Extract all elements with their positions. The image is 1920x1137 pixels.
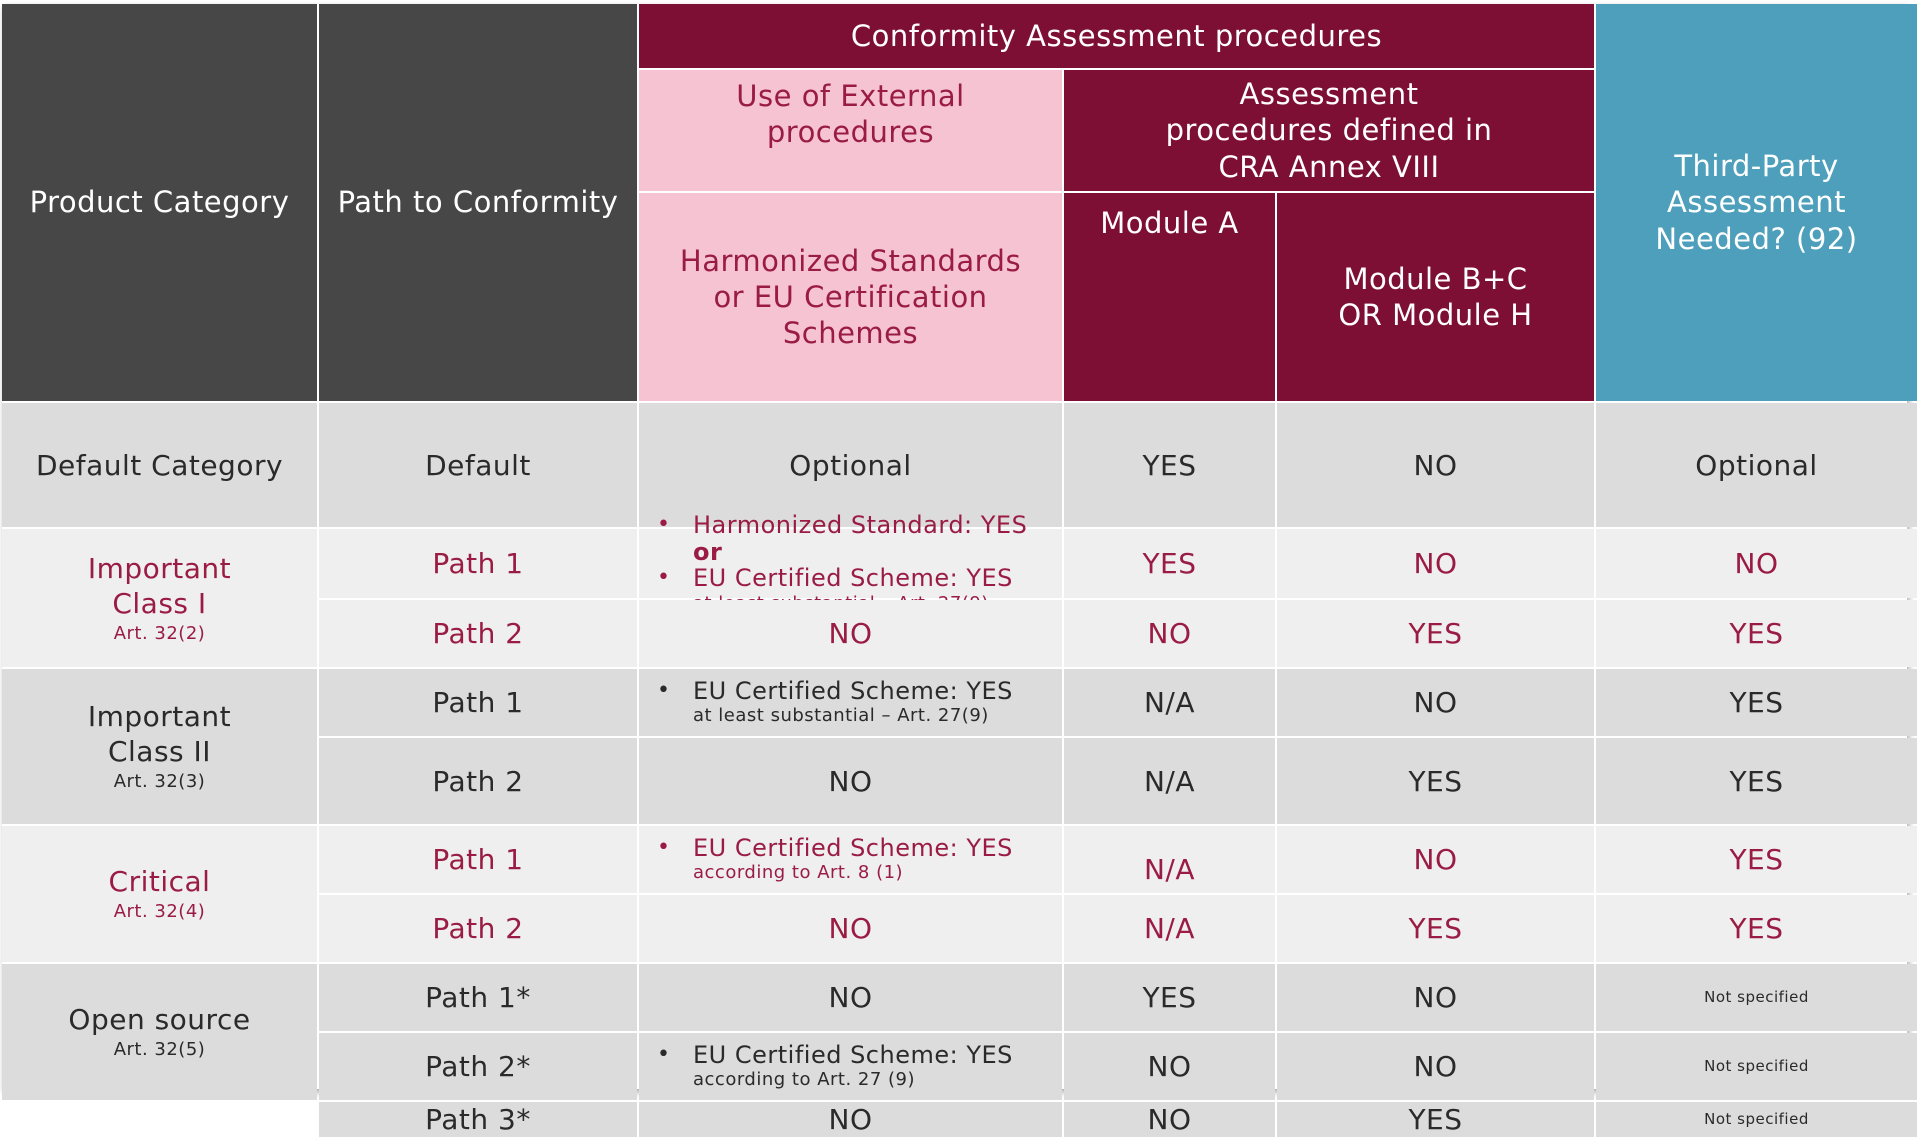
default-path: Default [319,403,637,527]
class1-p1-external: • Harmonized Standard: YES or • EU Certi… [639,512,1062,614]
class2-category-label: Important Class II [87,700,232,769]
opensource-article: Art. 32(5) [113,1039,206,1061]
class2-p1-module-bc: NO [1277,669,1594,736]
list-item: • EU Certified Scheme: YES at least subs… [657,676,1013,727]
header-third-party: Third-Party Assessment Needed? (92) [1596,4,1917,401]
class1-p1-bullet1: Harmonized Standard: YES [693,511,1028,540]
class2-p1-bullet1-sub: at least substantial – Art. 27(9) [693,705,989,727]
class2-p1-third-party: YES [1596,669,1917,736]
class1-p2-path: Path 2 [319,600,637,667]
critical-category-label: Critical [108,865,211,899]
opensource-p2-bullet1-wrap: EU Certified Scheme: YES according to Ar… [693,1040,1013,1091]
class2-p2-external: NO [639,738,1062,824]
default-module-bc: NO [1277,403,1594,527]
critical-p1-bullet1-wrap: EU Certified Scheme: YES according to Ar… [693,833,1013,884]
class2-p1-bullet1: EU Certified Scheme: YES [693,676,1013,705]
opensource-p1-module-bc: NO [1277,964,1594,1031]
class2-p2-module-bc: YES [1277,738,1594,824]
bullet-icon: • [657,677,671,703]
class1-article: Art. 32(2) [113,622,206,644]
opensource-p3-external: NO [639,1102,1062,1137]
opensource-p2-external: • EU Certified Scheme: YES according to … [639,1033,1062,1100]
class2-p2-module-a: N/A [1064,738,1275,824]
bullet-icon: • [657,834,671,860]
opensource-p3-module-bc: YES [1277,1102,1594,1137]
opensource-p3-module-a: NO [1064,1102,1275,1137]
critical-category: Critical Art. 32(4) [2,826,317,962]
list-item: • EU Certified Scheme: YES according to … [657,1040,1013,1091]
critical-p2-path: Path 2 [319,895,637,962]
class1-category: Important Class I Art. 32(2) [2,529,317,667]
default-category: Default Category [2,403,317,527]
opensource-p2-module-bc: NO [1277,1033,1594,1100]
class1-category-label: Important Class I [87,551,232,620]
class1-p1-or: or [693,538,723,567]
opensource-p2-module-a: NO [1064,1033,1275,1100]
class2-p1-bullet1-wrap: EU Certified Scheme: YES at least substa… [693,676,1013,727]
class1-p1-third-party: NO [1596,529,1917,598]
bullet-icon: • [657,512,671,538]
critical-p1-module-a: N/A [1064,826,1275,893]
class2-p2-third-party: YES [1596,738,1917,824]
critical-p1-module-bc: NO [1277,826,1594,893]
default-third-party: Optional [1596,403,1917,527]
default-external: Optional [639,403,1062,527]
critical-p1-path: Path 1 [319,826,637,893]
opensource-p2-bullet1: EU Certified Scheme: YES [693,1040,1013,1069]
critical-p1-bullet1-sub: according to Art. 8 (1) [693,862,904,884]
opensource-category-label: Open source [68,1003,251,1037]
header-module-bc: Module B+C OR Module H [1277,193,1594,401]
list-item: • Harmonized Standard: YES [657,512,1027,540]
class1-p1-path: Path 1 [319,529,637,598]
class1-p2-module-a: NO [1064,600,1275,667]
class2-p2-path: Path 2 [319,738,637,824]
critical-p1-bullet1: EU Certified Scheme: YES [693,833,1013,862]
bullet-icon: • [657,565,671,591]
conformity-table: Product Category Path to Conformity Conf… [2,4,1917,1137]
class1-p2-third-party: YES [1596,600,1917,667]
header-conformity-assessment: Conformity Assessment procedures [639,4,1594,68]
opensource-p2-path: Path 2* [319,1033,637,1100]
class2-category: Important Class II Art. 32(3) [2,669,317,824]
opensource-p1-third-party: Not specified [1596,964,1917,1031]
class1-p1-bullet2: EU Certified Scheme: YES [693,564,1013,593]
default-module-a: YES [1064,403,1275,527]
critical-article: Art. 32(4) [113,901,206,923]
critical-p2-external: NO [639,895,1062,962]
header-assessment-defined: Assessment procedures defined in CRA Ann… [1064,70,1594,191]
header-module-a: Module A [1064,193,1275,401]
critical-p2-module-a: N/A [1064,895,1275,962]
class2-p1-module-a: N/A [1064,669,1275,736]
list-item: • EU Certified Scheme: YES according to … [657,833,1013,884]
class1-p2-module-bc: YES [1277,600,1594,667]
opensource-p1-module-a: YES [1064,964,1275,1031]
critical-p1-third-party: YES [1596,826,1917,893]
opensource-p1-path: Path 1* [319,964,637,1031]
class1-p1-module-a: YES [1064,529,1275,598]
header-path-to-conformity: Path to Conformity [319,4,637,401]
bullet-icon: • [657,1041,671,1067]
header-use-external: Use of External procedures [639,70,1062,191]
opensource-p1-external: NO [639,964,1062,1031]
header-harmonized: Harmonized Standards or EU Certification… [639,193,1062,401]
class1-p2-external: NO [639,600,1062,667]
class2-article: Art. 32(3) [113,771,206,793]
opensource-p2-bullet1-sub: according to Art. 27 (9) [693,1069,916,1091]
class2-p1-external: • EU Certified Scheme: YES at least subs… [639,669,1062,736]
critical-p2-third-party: YES [1596,895,1917,962]
class2-p1-path: Path 1 [319,669,637,736]
opensource-p3-third-party: Not specified [1596,1102,1917,1137]
opensource-p3-path: Path 3* [319,1102,637,1137]
header-product-category: Product Category [2,4,317,401]
class1-p1-module-bc: NO [1277,529,1594,598]
critical-p1-external: • EU Certified Scheme: YES according to … [639,826,1062,893]
opensource-category: Open source Art. 32(5) [2,964,317,1100]
opensource-p2-third-party: Not specified [1596,1033,1917,1100]
critical-p2-module-bc: YES [1277,895,1594,962]
